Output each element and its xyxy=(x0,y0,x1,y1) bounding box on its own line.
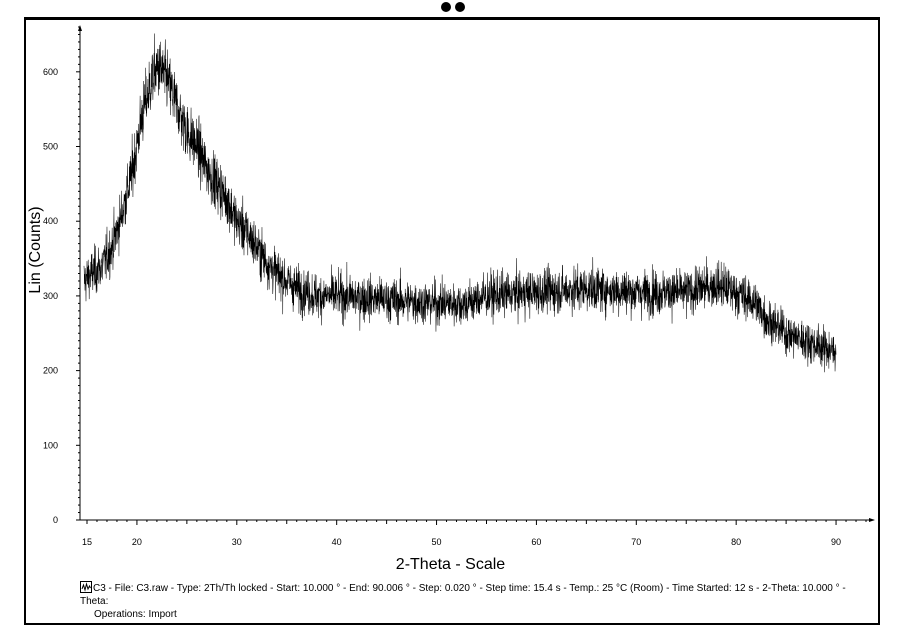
legend: C3 - File: C3.raw - Type: 2Th/Th locked … xyxy=(80,581,870,621)
x-tick-label: 20 xyxy=(132,537,142,547)
series-c3-line xyxy=(83,33,837,373)
legend-text-1: C3 - File: C3.raw - Type: 2Th/Th locked … xyxy=(80,583,846,607)
y-tick-label: 600 xyxy=(43,67,58,77)
x-tick-label: 80 xyxy=(731,537,741,547)
x-tick-label: 30 xyxy=(232,537,242,547)
x-tick-label: 60 xyxy=(531,537,541,547)
clipped-title-fragment xyxy=(441,2,465,12)
x-axis-arrow xyxy=(869,518,875,522)
legend-line-2: Operations: Import xyxy=(94,609,177,620)
x-tick-label: 15 xyxy=(82,537,92,547)
x-tick-label: 70 xyxy=(631,537,641,547)
y-tick-label: 400 xyxy=(43,216,58,226)
y-tick-label: 300 xyxy=(43,291,58,301)
y-axis-arrow xyxy=(78,25,82,31)
waveform-icon xyxy=(80,581,92,593)
x-tick-label: 40 xyxy=(332,537,342,547)
y-tick-label: 500 xyxy=(43,142,58,152)
x-axis-title: 2-Theta - Scale xyxy=(395,556,506,573)
x-tick-label: 50 xyxy=(432,537,442,547)
y-tick-label: 100 xyxy=(43,440,58,450)
chart-frame xyxy=(24,17,880,625)
y-tick-label: 200 xyxy=(43,366,58,376)
x-tick-label: 90 xyxy=(831,537,841,547)
y-tick-label: 0 xyxy=(53,515,58,525)
legend-line-1: C3 - File: C3.raw - Type: 2Th/Th locked … xyxy=(80,581,870,608)
y-axis-title: Lin (Counts) xyxy=(27,206,44,294)
